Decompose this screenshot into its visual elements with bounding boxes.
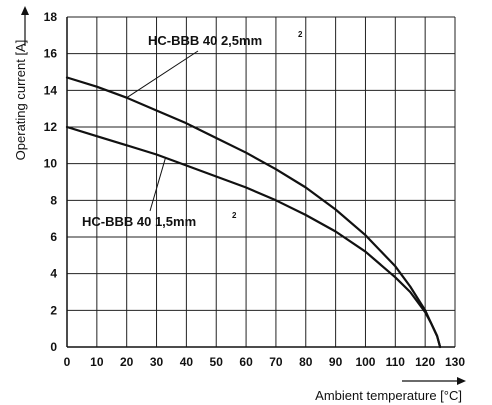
x-tick-label: 0: [64, 355, 71, 369]
tick-labels: 0 10 20 30 40 50 60 70 80 90 100 110 120 130 0 2 4 6 8 10 12…: [44, 10, 466, 369]
y-axis-title: Operating current [A]: [13, 40, 28, 161]
x-tick-label: 20: [120, 355, 134, 369]
y-tick-label: 8: [50, 193, 57, 207]
grid: [66, 16, 456, 348]
x-tick-label: 80: [299, 355, 313, 369]
x-tick-label: 110: [386, 355, 406, 369]
y-tick-label: 10: [44, 157, 58, 171]
series-line-1: [65, 76, 442, 349]
y-tick-label: 0: [50, 340, 57, 354]
y-tick-label: 6: [50, 230, 57, 244]
series-label-superscript-1: 2: [298, 30, 303, 39]
x-tick-label: 50: [210, 355, 224, 369]
x-tick-label: 100: [355, 355, 375, 369]
series-leader-line-2: [149, 157, 166, 212]
series-leader-line-1: [126, 50, 199, 99]
x-tick-label: 30: [150, 355, 164, 369]
y-tick-label: 12: [44, 120, 58, 134]
x-tick-label: 10: [90, 355, 104, 369]
series-labels: HC-BBB 40 2,5mm 2 HC-BBB 40 1,5mm 2: [82, 30, 303, 229]
y-tick-label: 4: [50, 267, 57, 281]
x-tick-label: 40: [180, 355, 194, 369]
x-axis-title: Ambient temperature [°C]: [315, 388, 462, 403]
y-tick-label: 16: [44, 47, 58, 61]
x-tick-label: 120: [415, 355, 435, 369]
series-lines: [65, 76, 442, 349]
y-axis-arrow-head: [21, 6, 29, 15]
y-tick-label: 18: [44, 10, 58, 24]
x-tick-label: 90: [329, 355, 343, 369]
series-line-2: [65, 125, 442, 349]
x-tick-label: 130: [445, 355, 465, 369]
series-label-2: HC-BBB 40 1,5mm: [82, 214, 196, 229]
x-axis-arrow-head: [457, 377, 466, 385]
x-tick-label: 60: [239, 355, 253, 369]
axes: [21, 6, 466, 385]
y-tick-label: 2: [50, 303, 57, 317]
series-label-superscript-2: 2: [232, 211, 237, 220]
y-tick-label: 14: [44, 83, 58, 97]
x-tick-label: 70: [269, 355, 283, 369]
series-label-1: HC-BBB 40 2,5mm: [148, 33, 262, 48]
